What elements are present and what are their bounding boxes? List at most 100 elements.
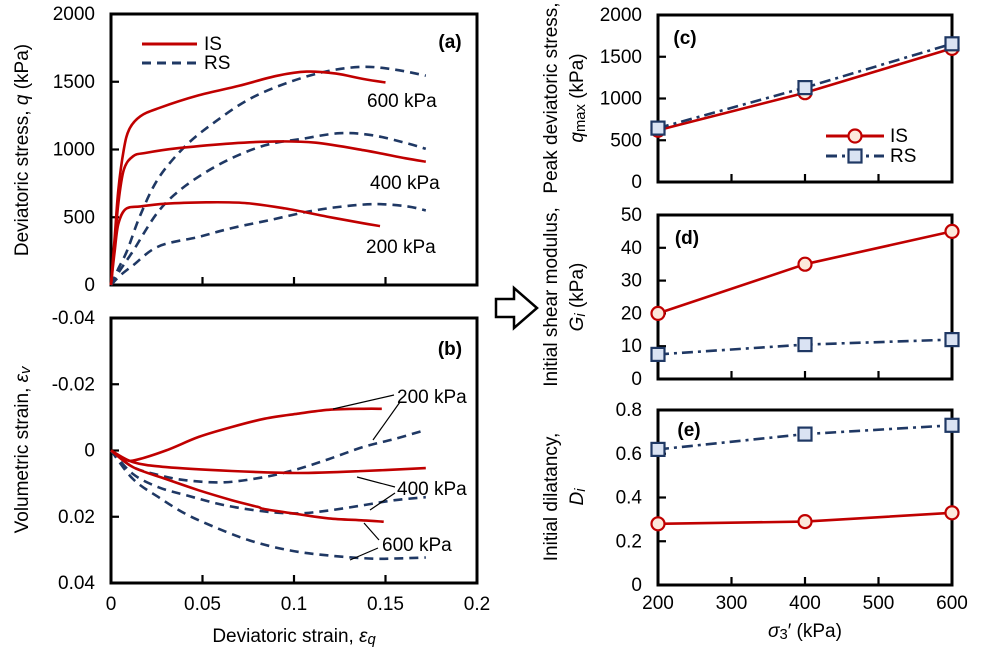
y-tick-label: 1500 bbox=[53, 71, 95, 92]
annotation-leader bbox=[332, 394, 395, 410]
legend-label: RS bbox=[204, 53, 230, 74]
series-is-600-kpa bbox=[110, 449, 384, 523]
block-arrow-icon bbox=[494, 285, 539, 331]
y-tick-label: 50 bbox=[621, 205, 642, 226]
series-rs-600-kpa bbox=[109, 449, 426, 561]
x-tick-label: 0.1 bbox=[281, 594, 307, 615]
y-tick-label: 0.04 bbox=[58, 573, 95, 594]
data-marker-square bbox=[797, 337, 813, 353]
annotation-label: 400 kPa bbox=[397, 479, 467, 500]
y-axis-title: Di bbox=[567, 488, 590, 506]
data-marker-circle bbox=[944, 505, 960, 521]
y-tick-label: 500 bbox=[610, 130, 642, 151]
annotation-leader bbox=[356, 476, 396, 488]
y-axis-title: Volumetric strain, εv bbox=[12, 365, 35, 533]
data-marker-square bbox=[797, 426, 813, 442]
y-tick-label: 0 bbox=[84, 440, 95, 461]
y-tick-label: 2000 bbox=[53, 4, 95, 25]
annotation-leader bbox=[372, 401, 401, 441]
y-tick-label: 0.8 bbox=[616, 400, 642, 421]
panel-letter-b: (b) bbox=[438, 339, 462, 360]
panel-d: 0 10 20 30 40 50 Initial shear modulus, Gi (kPa… bbox=[541, 205, 960, 390]
data-marker-circle bbox=[650, 305, 666, 321]
series-rs-200-kpa bbox=[110, 428, 427, 484]
x-tick-label: 0.2 bbox=[464, 594, 490, 615]
y-tick-label: 0.02 bbox=[58, 506, 95, 527]
y-tick-label: 0.6 bbox=[616, 443, 642, 464]
legend-label: IS bbox=[890, 126, 908, 147]
y-axis-title: Initial shear modulus, bbox=[541, 207, 562, 387]
y-tick-label: 10 bbox=[621, 336, 642, 357]
series-rs-400-kpa bbox=[109, 131, 427, 286]
y-tick-label: 30 bbox=[621, 270, 642, 291]
x-tick-label: 500 bbox=[863, 593, 895, 614]
y-tick-label: 0 bbox=[631, 575, 642, 596]
y-tick-label: -0.04 bbox=[52, 308, 96, 329]
annotation-label: 200 kPa bbox=[397, 387, 467, 408]
x-tick-label: 0 bbox=[106, 594, 117, 615]
data-marker-square bbox=[944, 417, 960, 433]
y-tick-label: 0 bbox=[631, 369, 642, 390]
y-tick-label: 0 bbox=[84, 275, 95, 296]
annotation-leader bbox=[349, 547, 379, 561]
panel-letter-a: (a) bbox=[438, 32, 461, 53]
x-axis-title: Deviatoric strain, εq bbox=[212, 626, 376, 649]
x-tick-label: 300 bbox=[716, 593, 748, 614]
x-tick-label: 600 bbox=[936, 593, 968, 614]
series-is bbox=[657, 230, 953, 315]
series-is-600-kpa bbox=[109, 70, 386, 286]
data-marker-square bbox=[650, 120, 666, 136]
panel-letter-e: (e) bbox=[677, 420, 700, 441]
y-tick-label: 1000 bbox=[600, 88, 642, 109]
legend-marker-circle bbox=[847, 128, 863, 144]
y-tick-label: 1000 bbox=[53, 139, 95, 160]
y-axis-title: Initial dilatancy, bbox=[541, 433, 562, 562]
annotation-leader bbox=[369, 492, 396, 511]
data-marker-circle bbox=[797, 256, 813, 272]
legend-marker-square bbox=[847, 148, 863, 164]
data-marker-circle bbox=[944, 223, 960, 239]
series-is-200-kpa bbox=[110, 407, 382, 463]
annotation-leader bbox=[363, 522, 380, 541]
plot-frame bbox=[656, 213, 954, 381]
x-tick-label: 400 bbox=[789, 593, 821, 614]
annotation-label: 400 kPa bbox=[370, 173, 440, 194]
series-rs-600-kpa bbox=[109, 65, 427, 286]
panel-b: 0 0.05 0.1 0.15 0.2 -0.04 -0.02 0 0.02 0.04 Volume… bbox=[12, 308, 491, 649]
annotation-label: 200 kPa bbox=[366, 237, 436, 258]
y-tick-label: 20 bbox=[621, 303, 642, 324]
panel-c: 0 500 1000 1500 2000 Peak deviatoric stress, q… bbox=[541, 2, 960, 194]
panel-e: 200 300 400 500 600 0 0.2 0.4 0.6 0.8 Initial dila… bbox=[541, 400, 968, 644]
panel-a: 0 500 1000 1500 2000 Deviatoric stress, q (kP… bbox=[12, 4, 479, 296]
series-is-400-kpa bbox=[109, 140, 427, 286]
data-marker-square bbox=[944, 332, 960, 348]
y-axis-title: qmax (kPa) bbox=[567, 53, 590, 142]
y-axis-title: Deviatoric stress, q (kPa) bbox=[12, 44, 33, 256]
y-tick-label: 500 bbox=[63, 207, 95, 228]
y-tick-label: 0 bbox=[631, 172, 642, 193]
annotation-label: 600 kPa bbox=[367, 91, 437, 112]
y-tick-label: 40 bbox=[621, 237, 642, 258]
x-tick-label: 0.15 bbox=[367, 594, 404, 615]
legend-label: RS bbox=[890, 146, 916, 167]
series-rs-400-kpa bbox=[110, 449, 426, 515]
legend-label: IS bbox=[204, 34, 222, 55]
series-is-200-kpa bbox=[109, 200, 381, 286]
x-axis-title: σ3′ (kPa) bbox=[768, 621, 842, 644]
data-marker-circle bbox=[650, 516, 666, 532]
series-is-400-kpa bbox=[110, 449, 426, 475]
y-axis-title: Gi (kPa) bbox=[567, 263, 590, 332]
data-marker-square bbox=[944, 36, 960, 52]
y-tick-label: 2000 bbox=[600, 5, 642, 26]
data-marker-square bbox=[650, 346, 666, 362]
y-axis-title: Peak deviatoric stress, bbox=[541, 2, 562, 193]
y-tick-label: 0.2 bbox=[616, 531, 642, 552]
data-marker-square bbox=[650, 441, 666, 457]
x-tick-label: 200 bbox=[642, 593, 674, 614]
series-rs-200-kpa bbox=[110, 202, 427, 286]
data-marker-circle bbox=[797, 513, 813, 530]
x-tick-label: 0.05 bbox=[184, 594, 221, 615]
panel-letter-c: (c) bbox=[673, 28, 696, 49]
